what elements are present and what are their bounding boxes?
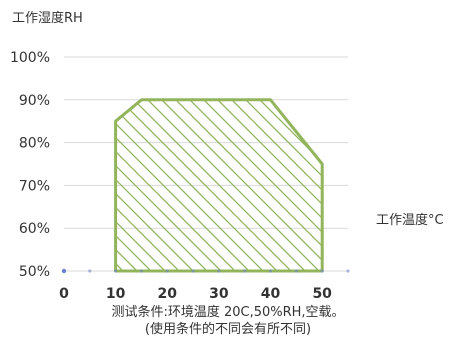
x-tick-labels: 0 10 20 30 40 50 — [59, 286, 332, 302]
hatch-line — [376, 90, 456, 280]
hatch-line — [390, 90, 456, 280]
hatch-line — [137, 99, 323, 271]
hatch-line — [115, 99, 189, 271]
hatch-line — [115, 99, 259, 271]
x-axis-marker — [88, 269, 92, 273]
hatch-line — [115, 99, 217, 271]
x-axis-marker — [191, 269, 195, 273]
hatch-line — [432, 90, 456, 280]
x-tick-label: 0 — [59, 286, 69, 302]
footnote-line-2: (使用条件的不同会有所不同) — [144, 322, 312, 337]
gridlines — [64, 56, 348, 272]
footnote-line-1: 测试条件:环境温度 20C,50%RH,空载。 — [111, 305, 345, 320]
x-axis-marker — [320, 269, 324, 273]
x-axis-marker — [217, 269, 221, 273]
hatch-line — [334, 90, 456, 280]
hatch-line — [115, 99, 301, 271]
hatch-line — [115, 99, 287, 271]
y-tick-label: 100% — [10, 50, 50, 66]
hatch-line — [207, 99, 323, 271]
hatch-line — [115, 99, 245, 271]
y-tick-label: 90% — [19, 93, 50, 109]
hatch-line — [348, 90, 456, 280]
x-axis-marker — [346, 269, 350, 273]
hatch-line — [235, 99, 323, 271]
hatch-line — [404, 90, 456, 280]
y-tick-label: 60% — [19, 221, 50, 237]
hatch-line — [123, 99, 315, 271]
x-axis-markers — [61, 268, 350, 274]
x-tick-label: 10 — [106, 286, 126, 302]
hatch-line — [193, 99, 323, 271]
hatch-line — [249, 99, 323, 271]
hatch-line — [115, 99, 231, 271]
hatch-line — [115, 99, 273, 271]
x-axis-marker — [61, 268, 67, 274]
hatch-line — [221, 99, 323, 271]
x-axis-marker — [165, 269, 169, 273]
hatch-line — [179, 99, 323, 271]
x-axis-title: 工作温度°C — [376, 212, 444, 228]
hatch-line — [362, 90, 456, 280]
x-tick-label: 40 — [261, 286, 281, 302]
y-tick-labels: 50% 60% 70% 80% 90% 100% — [10, 50, 50, 280]
y-axis-title: 工作湿度RH — [12, 10, 83, 26]
x-axis-marker — [139, 269, 144, 273]
x-tick-label: 30 — [209, 286, 229, 302]
hatch-line — [115, 99, 203, 271]
x-axis-marker — [294, 269, 298, 273]
x-axis-marker — [268, 269, 273, 273]
x-tick-label: 50 — [312, 286, 332, 302]
y-tick-label: 50% — [19, 264, 50, 280]
hatch-line — [115, 99, 161, 271]
hatch-line — [165, 99, 323, 271]
hatch-line — [418, 90, 456, 280]
y-tick-label: 80% — [19, 136, 50, 152]
y-tick-label: 70% — [19, 178, 50, 194]
x-axis-marker — [114, 269, 118, 273]
x-tick-label: 20 — [158, 286, 178, 302]
hatch-line — [115, 99, 175, 271]
hatch-line — [151, 99, 323, 271]
x-axis-marker — [243, 269, 247, 273]
